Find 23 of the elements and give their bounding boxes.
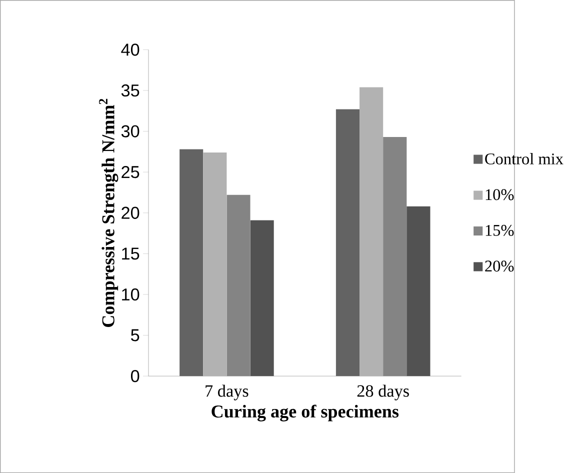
y-tick-label: 40 xyxy=(121,44,140,56)
y-tick-label: 30 xyxy=(121,125,140,138)
bar xyxy=(203,152,227,376)
x-tick-label: 7 days xyxy=(206,384,248,400)
bar xyxy=(406,206,430,376)
y-tick-label: 10 xyxy=(122,288,140,301)
y-tick-label: 35 xyxy=(121,84,140,97)
x-axis-title: Curing age of specimens xyxy=(212,404,399,422)
legend-label: Control mix xyxy=(485,152,564,164)
legend-label: 20% xyxy=(485,260,514,272)
bar xyxy=(250,220,274,376)
y-tick-label: 15 xyxy=(122,248,140,260)
legend-label: 15% xyxy=(486,224,514,236)
bar xyxy=(336,109,360,376)
y-tick-label: 20 xyxy=(122,206,140,219)
legend-label: 10% xyxy=(486,189,514,200)
y-axis-title: Compressive Strength N/mm$^{2}$ xyxy=(99,98,118,327)
y-tick-label: 25 xyxy=(122,166,140,178)
x-tick-label: 28 days xyxy=(357,384,409,400)
y-tick-label: 0 xyxy=(130,370,140,382)
bar xyxy=(360,87,384,376)
bar xyxy=(180,149,204,376)
y-tick-label: 5 xyxy=(130,329,140,342)
